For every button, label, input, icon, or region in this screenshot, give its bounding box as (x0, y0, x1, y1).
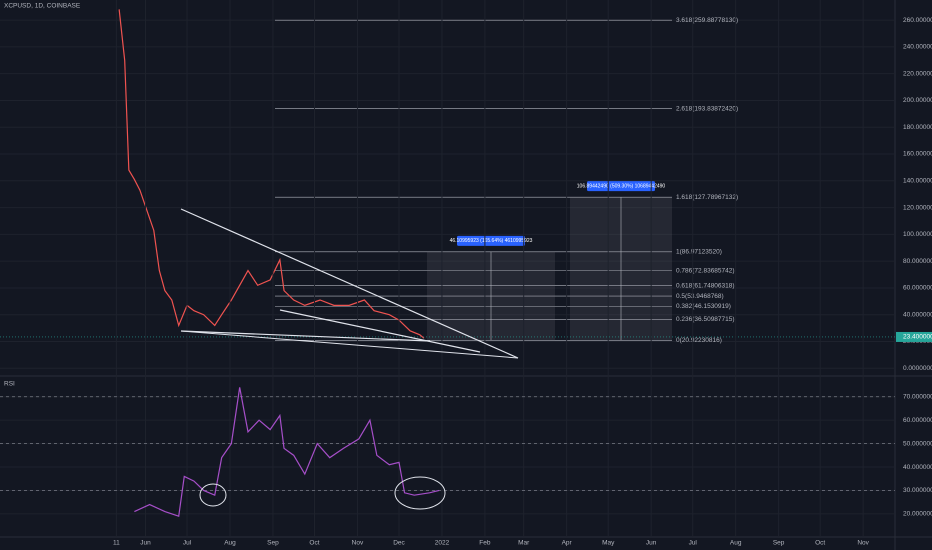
measure-label: 106.89442490 (509.30%) 10689442490 (577, 183, 666, 189)
fib-label: 0.382(46.1530919) (676, 303, 731, 310)
y-tick-label: 30.00000000 (903, 487, 932, 494)
y-tick-label: 0.00000000 (903, 365, 932, 372)
y-tick-label: 120.00000000 (903, 204, 932, 211)
x-tick-label: Apr (562, 540, 573, 547)
fib-label: 1.618(127.78967132) (676, 194, 738, 201)
fib-label: 0.5(53.9468768) (676, 293, 724, 300)
y-tick-label: 80.00000000 (903, 258, 932, 265)
y-tick-label: 160.00000000 (903, 151, 932, 158)
x-tick-label: Jul (183, 540, 192, 547)
fib-label: 2.618(193.83872420) (676, 105, 738, 112)
y-tick-label: 20.00000000 (903, 511, 932, 518)
y-tick-label: 100.00000000 (903, 231, 932, 238)
x-tick-label: Mar (518, 540, 530, 547)
x-tick-label: Oct (815, 540, 825, 547)
measure-label: 46.10995923 (165.64%) 4610995923 (450, 238, 533, 244)
measure-label-bg (587, 181, 655, 192)
y-tick-label: 200.00000000 (903, 97, 932, 104)
fib-label: 1(86.97123520) (676, 249, 722, 256)
highlight-ellipse (394, 476, 446, 510)
fib-label: 0.236(36.50987715) (676, 316, 735, 323)
y-tick-label: 140.00000000 (903, 178, 932, 185)
fib-label: 0(20.92230816) (676, 337, 722, 344)
x-tick-label: Oct (309, 540, 319, 547)
x-tick-label: Sep (267, 540, 279, 547)
fib-label: 0.786(72.83685742) (676, 267, 735, 274)
y-tick-label: 70.00000000 (903, 393, 932, 400)
fib-label: 0.618(61.74806318) (676, 282, 735, 289)
series-line (134, 387, 440, 518)
y-tick-label: 40.00000000 (903, 464, 932, 471)
y-tick-label: 180.00000000 (903, 124, 932, 131)
x-tick-label: Aug (224, 540, 236, 547)
x-tick-label: Jul (689, 540, 698, 547)
trend-line (279, 309, 481, 353)
y-tick-label: 220.00000000 (903, 70, 932, 77)
x-tick-label: Sep (773, 540, 785, 547)
x-tick-label: Aug (730, 540, 742, 547)
x-tick-label: Dec (393, 540, 405, 547)
chart-title: XCPUSD, 1D, COINBASE (4, 3, 81, 10)
trend-line (180, 208, 519, 359)
measure-label-bg (457, 235, 525, 246)
last-price-bg (896, 331, 932, 342)
x-tick-label: Jun (140, 540, 151, 547)
y-tick-label: 240.00000000 (903, 44, 932, 51)
y-tick-label: 40.00000000 (903, 311, 932, 318)
x-tick-label: 2022 (435, 540, 450, 547)
y-tick-label: 260.00000000 (903, 17, 932, 24)
x-tick-label: May (602, 540, 615, 547)
y-tick-label: 60.00000000 (903, 417, 932, 424)
y-tick-label: 60.00000000 (903, 285, 932, 292)
highlight-ellipse (199, 483, 227, 507)
x-tick-label: Jun (646, 540, 657, 547)
y-tick-label: 50.00000000 (903, 440, 932, 447)
x-tick-label: Nov (857, 540, 869, 547)
x-tick-label: 11 (113, 540, 120, 547)
x-tick-label: Feb (479, 540, 491, 547)
fib-label: 3.618(259.88778130) (676, 17, 738, 24)
rsi-title: RSI (4, 381, 15, 388)
x-tick-label: Nov (352, 540, 364, 547)
series-line (118, 9, 425, 339)
trend-line (180, 330, 431, 342)
last-price-label: 23.40000000 (903, 334, 932, 341)
trend-line (180, 330, 519, 359)
